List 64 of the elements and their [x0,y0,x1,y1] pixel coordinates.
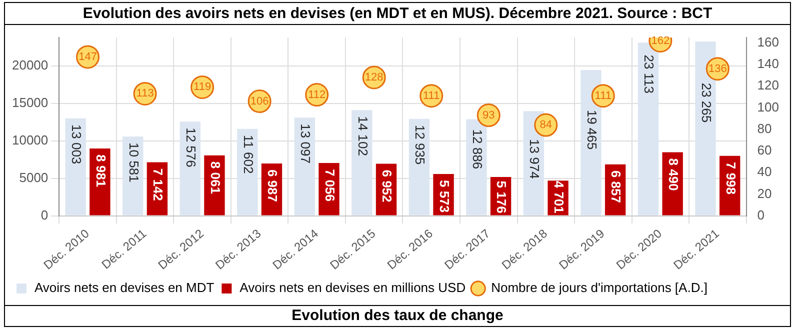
y2-tick-label: 60 [757,142,772,158]
data-label: 13 003 [69,124,84,164]
data-label: 23 113 [642,54,657,94]
data-label: 13 097 [298,124,314,164]
data-label: 23 265 [698,82,714,123]
legend-label: Avoirs nets en devises en millions USD [240,280,466,296]
data-label: 4 701 [551,180,566,214]
data-label: 111 [594,90,612,102]
y-tick-label: 20000 [12,58,48,73]
data-label: 5 176 [494,180,510,214]
y-tick-label: 0 [40,207,48,222]
y2-tick-label: 0 [757,207,765,222]
data-label: 84 [540,119,552,132]
y2-tick-label: 20 [757,186,772,201]
data-label: 8 981 [93,154,108,188]
bar [180,122,200,216]
bar [638,42,659,216]
data-label: 7 056 [322,168,338,202]
data-label: 11 602 [240,134,256,174]
y-tick-label: 15000 [12,95,48,110]
data-label: 6 857 [608,170,624,203]
data-label: 113 [136,88,154,100]
y2-tick-label: 80 [757,120,772,136]
data-label: 10 581 [126,142,142,182]
bar [65,118,86,216]
data-label: 128 [364,72,384,84]
y2-tick-label: 100 [757,99,780,114]
data-label: 119 [194,81,212,94]
data-label: 6 952 [380,170,395,202]
data-label: 8 061 [208,161,223,194]
bar [122,136,144,216]
data-label: 14 102 [355,116,370,156]
bar [352,110,372,216]
data-label: 93 [482,109,495,122]
legend-label: Nombre de jours d'importations [A.D.] [491,280,708,296]
data-label: 12 576 [184,128,199,168]
data-label: 147 [78,50,97,63]
bar [466,119,487,216]
data-label: 7 998 [723,162,738,194]
y2-tick-label: 120 [757,78,780,93]
y-tick-label: 10000 [12,132,48,148]
bar [237,128,258,216]
y2-tick-label: 160 [757,34,780,50]
data-label: 106 [250,95,269,108]
data-label: 162 [651,34,670,47]
data-label: 13 974 [527,139,542,179]
bar [408,118,430,216]
data-label: 7 142 [150,168,166,201]
bar [294,118,316,216]
data-label: 12 886 [470,129,485,170]
data-label: 112 [308,88,326,101]
data-label: 6 987 [265,169,280,202]
data-label: 136 [708,62,727,75]
data-label: 8 490 [666,158,682,191]
data-label: 111 [422,90,440,102]
y-tick-label: 5000 [19,170,48,185]
y2-tick-label: 40 [757,164,772,180]
text: Evolution des taux de change [5,305,790,326]
data-label: 5 573 [436,180,452,213]
data-label: 12 935 [412,124,428,165]
y2-tick-label: 140 [757,56,780,72]
legend-label: Avoirs nets en devises en MDT [34,280,214,296]
data-label: 19 465 [584,110,600,150]
chart-title: Evolution des avoirs nets en devises (en MDT et en MUS). Décembre 2021. Source : BCT [5,3,790,25]
